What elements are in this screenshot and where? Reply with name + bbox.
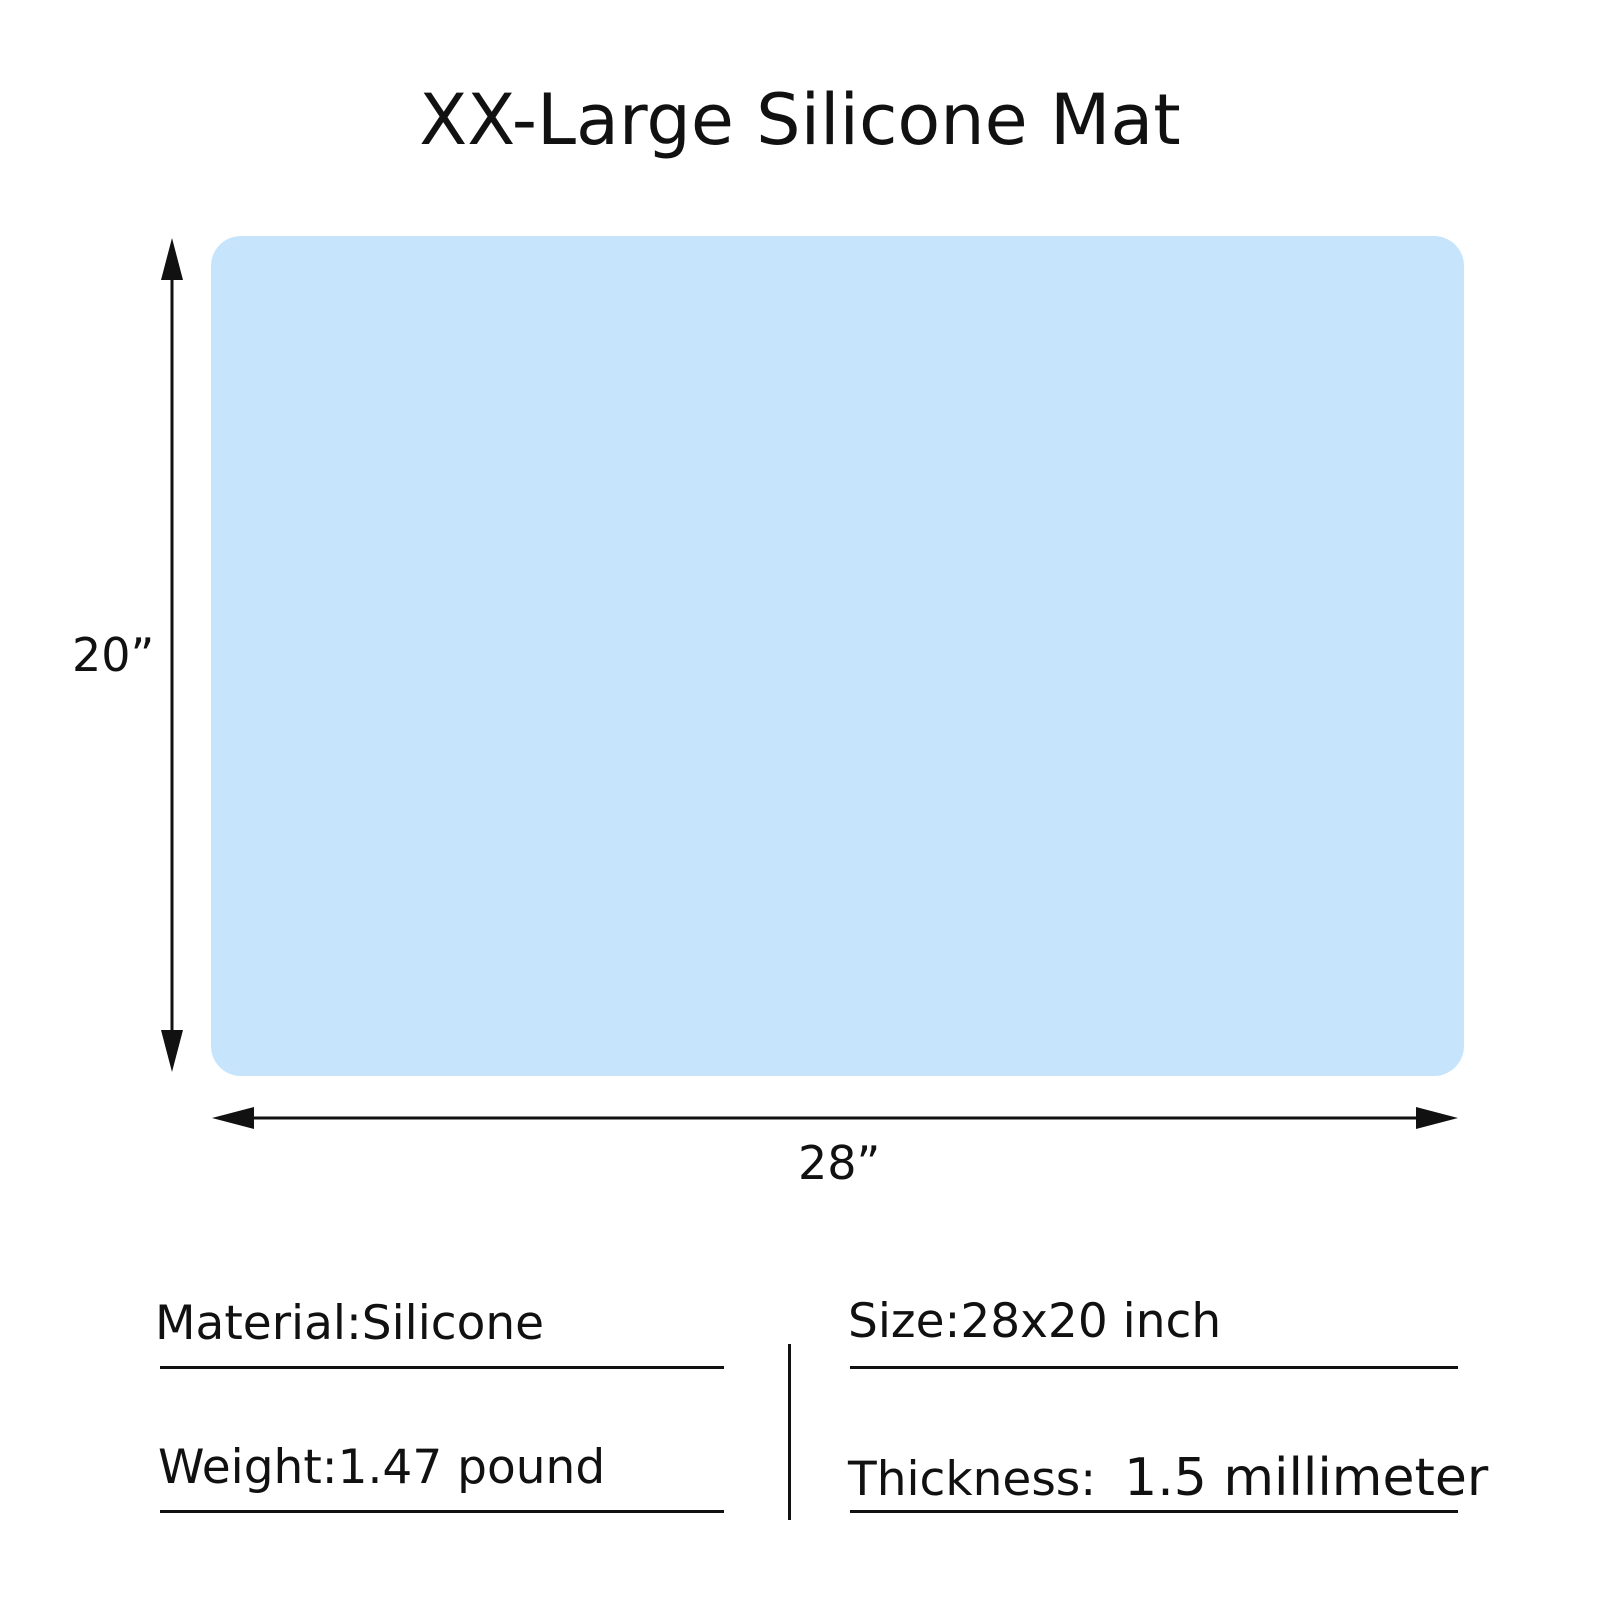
size-spec: Size:28x20 inch [848,1294,1222,1349]
size-underline [850,1366,1458,1369]
page-title: XX-Large Silicone Mat [419,79,1181,161]
height-dimension-arrow [161,238,183,1072]
thickness-underline [850,1510,1458,1513]
thickness-value: 1.5 millimeter [1124,1448,1489,1508]
width-label: 28” [798,1136,881,1190]
material-spec: Material:Silicone [155,1296,545,1351]
silicone-mat [211,236,1464,1076]
weight-spec: Weight:1.47 pound [158,1440,606,1495]
weight-underline [160,1510,724,1513]
thickness-label: Thickness: [848,1452,1097,1507]
spec-column-divider [788,1344,791,1520]
material-underline [160,1366,724,1369]
thickness-spec: Thickness: 1.5 millimeter [848,1450,1488,1508]
height-label: 20” [72,628,155,682]
width-dimension-arrow [212,1107,1458,1129]
